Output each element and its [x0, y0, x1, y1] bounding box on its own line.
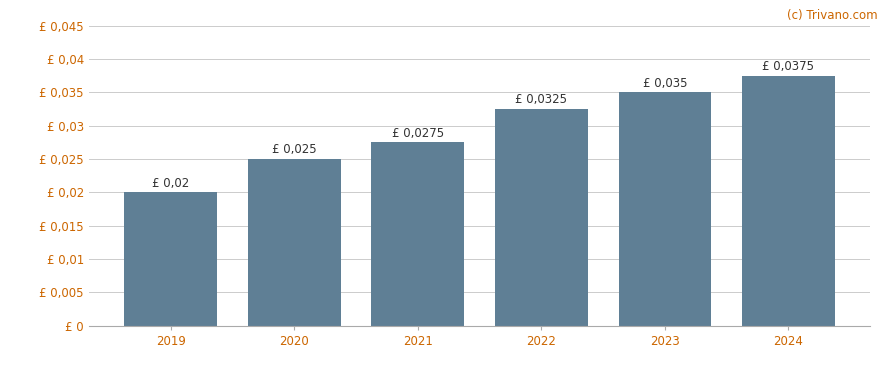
Text: £ 0,02: £ 0,02: [152, 177, 189, 190]
Bar: [619, 92, 711, 326]
Text: £ 0,0375: £ 0,0375: [763, 60, 814, 73]
Bar: [495, 109, 588, 326]
Bar: [124, 192, 217, 326]
Bar: [742, 76, 835, 326]
Bar: [248, 159, 340, 326]
Text: £ 0,0325: £ 0,0325: [515, 94, 567, 107]
Text: £ 0,035: £ 0,035: [643, 77, 687, 90]
Bar: [371, 142, 464, 326]
Text: £ 0,025: £ 0,025: [272, 144, 316, 157]
Text: (c) Trivano.com: (c) Trivano.com: [787, 9, 877, 22]
Text: £ 0,0275: £ 0,0275: [392, 127, 444, 140]
